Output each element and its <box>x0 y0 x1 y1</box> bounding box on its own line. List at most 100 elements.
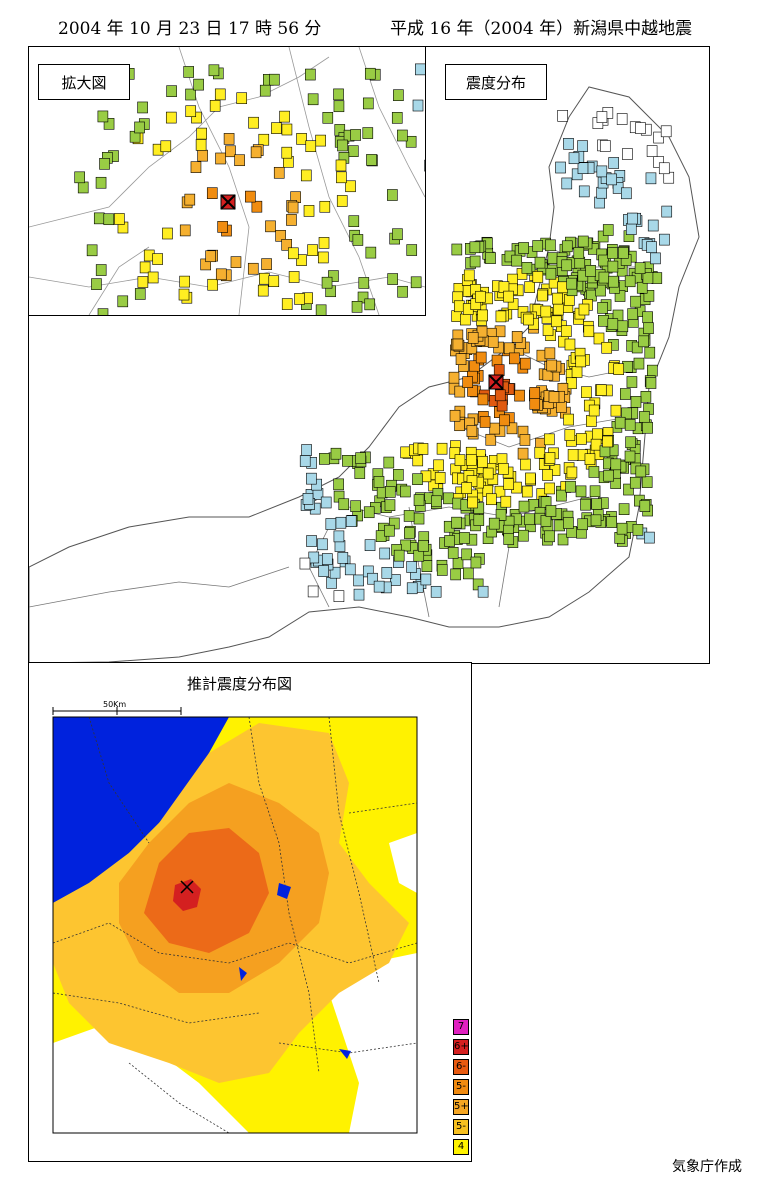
legend-item: 4 <box>453 1139 469 1155</box>
station-marker <box>454 385 466 398</box>
station-marker <box>529 387 541 399</box>
inset-map-canvas <box>29 47 425 315</box>
station-marker <box>596 165 608 178</box>
station-marker <box>546 359 558 372</box>
station-marker <box>404 527 415 539</box>
station-marker <box>321 553 333 565</box>
station-marker <box>350 129 361 141</box>
station-marker <box>451 243 463 256</box>
main-map-canvas <box>29 86 700 663</box>
station-marker <box>503 342 515 355</box>
station-marker <box>622 148 633 160</box>
station-marker <box>485 433 497 446</box>
station-marker <box>498 463 509 475</box>
station-marker <box>412 454 424 467</box>
station-marker <box>373 580 385 593</box>
station-marker <box>410 276 422 289</box>
station-marker <box>524 513 535 526</box>
station-marker <box>152 253 163 265</box>
station-marker <box>383 456 395 469</box>
station-marker <box>393 89 404 101</box>
station-marker <box>596 186 608 199</box>
station-marker <box>328 270 339 282</box>
station-marker <box>302 493 314 505</box>
station-marker <box>205 250 216 263</box>
station-marker <box>449 409 461 422</box>
station-marker <box>643 322 654 334</box>
station-marker <box>635 465 647 478</box>
station-marker <box>542 469 553 481</box>
station-marker <box>443 492 454 505</box>
station-marker <box>287 201 299 214</box>
station-marker <box>627 308 638 320</box>
station-marker <box>245 190 256 203</box>
station-marker <box>517 447 529 460</box>
station-marker <box>275 229 286 242</box>
station-marker <box>537 289 548 302</box>
station-marker <box>577 162 589 174</box>
station-marker <box>639 411 650 423</box>
station-marker <box>77 181 89 194</box>
station-marker <box>580 498 591 511</box>
station-marker <box>520 458 531 471</box>
station-marker <box>599 445 611 458</box>
legend-item: 5- <box>453 1119 469 1135</box>
station-marker <box>318 565 330 577</box>
station-marker <box>286 214 297 226</box>
station-marker <box>265 220 276 233</box>
station-marker <box>658 162 670 175</box>
station-marker <box>350 500 361 512</box>
station-marker <box>639 500 651 512</box>
station-marker <box>354 467 366 479</box>
station-marker <box>315 304 327 315</box>
station-marker <box>214 88 226 101</box>
station-marker <box>495 509 507 521</box>
station-marker <box>257 284 269 297</box>
station-marker <box>520 357 531 370</box>
station-marker <box>576 433 587 445</box>
station-marker <box>381 567 393 579</box>
station-marker <box>556 401 567 413</box>
station-marker <box>281 146 293 159</box>
station-marker <box>431 495 442 508</box>
station-marker <box>493 364 505 376</box>
station-marker <box>318 237 330 249</box>
station-marker <box>306 472 317 485</box>
station-marker <box>137 101 148 114</box>
station-marker <box>259 84 271 97</box>
station-marker <box>248 116 259 129</box>
station-marker <box>353 574 364 587</box>
station-marker <box>469 255 481 268</box>
station-marker <box>477 585 489 598</box>
station-marker <box>320 496 332 509</box>
scale-bar-label: 50Km <box>103 700 126 709</box>
station-marker <box>387 273 398 285</box>
station-marker <box>294 293 305 305</box>
station-marker <box>575 485 587 498</box>
station-marker <box>473 514 485 526</box>
station-marker <box>564 338 576 351</box>
station-marker <box>325 518 337 530</box>
station-marker <box>436 442 448 455</box>
station-marker <box>607 260 619 273</box>
station-marker <box>555 161 566 174</box>
station-marker <box>523 313 534 326</box>
credit-text: 気象庁作成 <box>672 1159 742 1175</box>
station-marker <box>215 268 227 281</box>
station-marker <box>624 419 636 431</box>
station-marker <box>184 193 196 206</box>
legend-item: 5+ <box>453 1099 469 1115</box>
station-marker <box>384 486 396 498</box>
station-marker <box>544 452 556 464</box>
station-marker <box>434 472 446 484</box>
station-marker <box>584 453 596 466</box>
station-marker <box>563 413 574 426</box>
station-marker <box>436 564 448 576</box>
station-marker <box>645 377 657 389</box>
station-marker <box>514 389 525 402</box>
station-marker <box>384 499 396 511</box>
station-marker <box>450 568 461 581</box>
station-marker <box>643 290 655 302</box>
station-marker <box>406 561 417 573</box>
station-marker <box>552 292 563 305</box>
